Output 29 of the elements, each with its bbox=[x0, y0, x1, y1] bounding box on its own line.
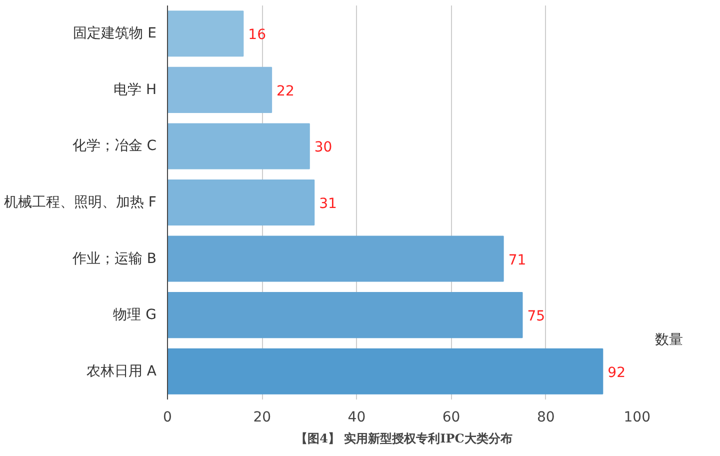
x-tick-label: 40 bbox=[348, 410, 366, 426]
bar bbox=[168, 66, 272, 113]
y-tick-label: 物理 G bbox=[113, 307, 157, 324]
x-tick-label: 80 bbox=[536, 410, 555, 426]
y-tick-label: 电学 H bbox=[114, 82, 157, 98]
bar bbox=[168, 236, 504, 282]
data-label: 16 bbox=[248, 27, 266, 44]
data-label: 22 bbox=[276, 83, 294, 100]
text: 【图4】 实用新型授权专利IPC大类分布 bbox=[296, 432, 512, 446]
data-label: 30 bbox=[314, 140, 332, 156]
x-tick-label: 60 bbox=[442, 410, 460, 426]
bar bbox=[168, 292, 523, 338]
bar bbox=[168, 179, 315, 226]
y-tick-label: 机械工程、照明、加热 F bbox=[4, 194, 157, 210]
data-label: 75 bbox=[527, 308, 546, 325]
x-tick-label: 20 bbox=[253, 410, 272, 426]
y-tick-label: 固定建筑物 E bbox=[73, 26, 156, 42]
x-axis-title: 数量 bbox=[655, 331, 683, 350]
x-tick-label: 100 bbox=[624, 410, 651, 426]
bar bbox=[168, 123, 310, 170]
bar bbox=[168, 348, 604, 394]
bar bbox=[168, 10, 244, 57]
data-label: 71 bbox=[508, 252, 526, 268]
data-label: 31 bbox=[319, 196, 337, 212]
x-tick-label: 0 bbox=[163, 410, 172, 426]
y-tick-label: 作业；运输 B bbox=[71, 250, 157, 267]
data-label: 92 bbox=[608, 364, 626, 381]
y-tick-label: 农林日用 A bbox=[86, 363, 157, 380]
y-tick-label: 化学；冶金 C bbox=[72, 138, 157, 154]
